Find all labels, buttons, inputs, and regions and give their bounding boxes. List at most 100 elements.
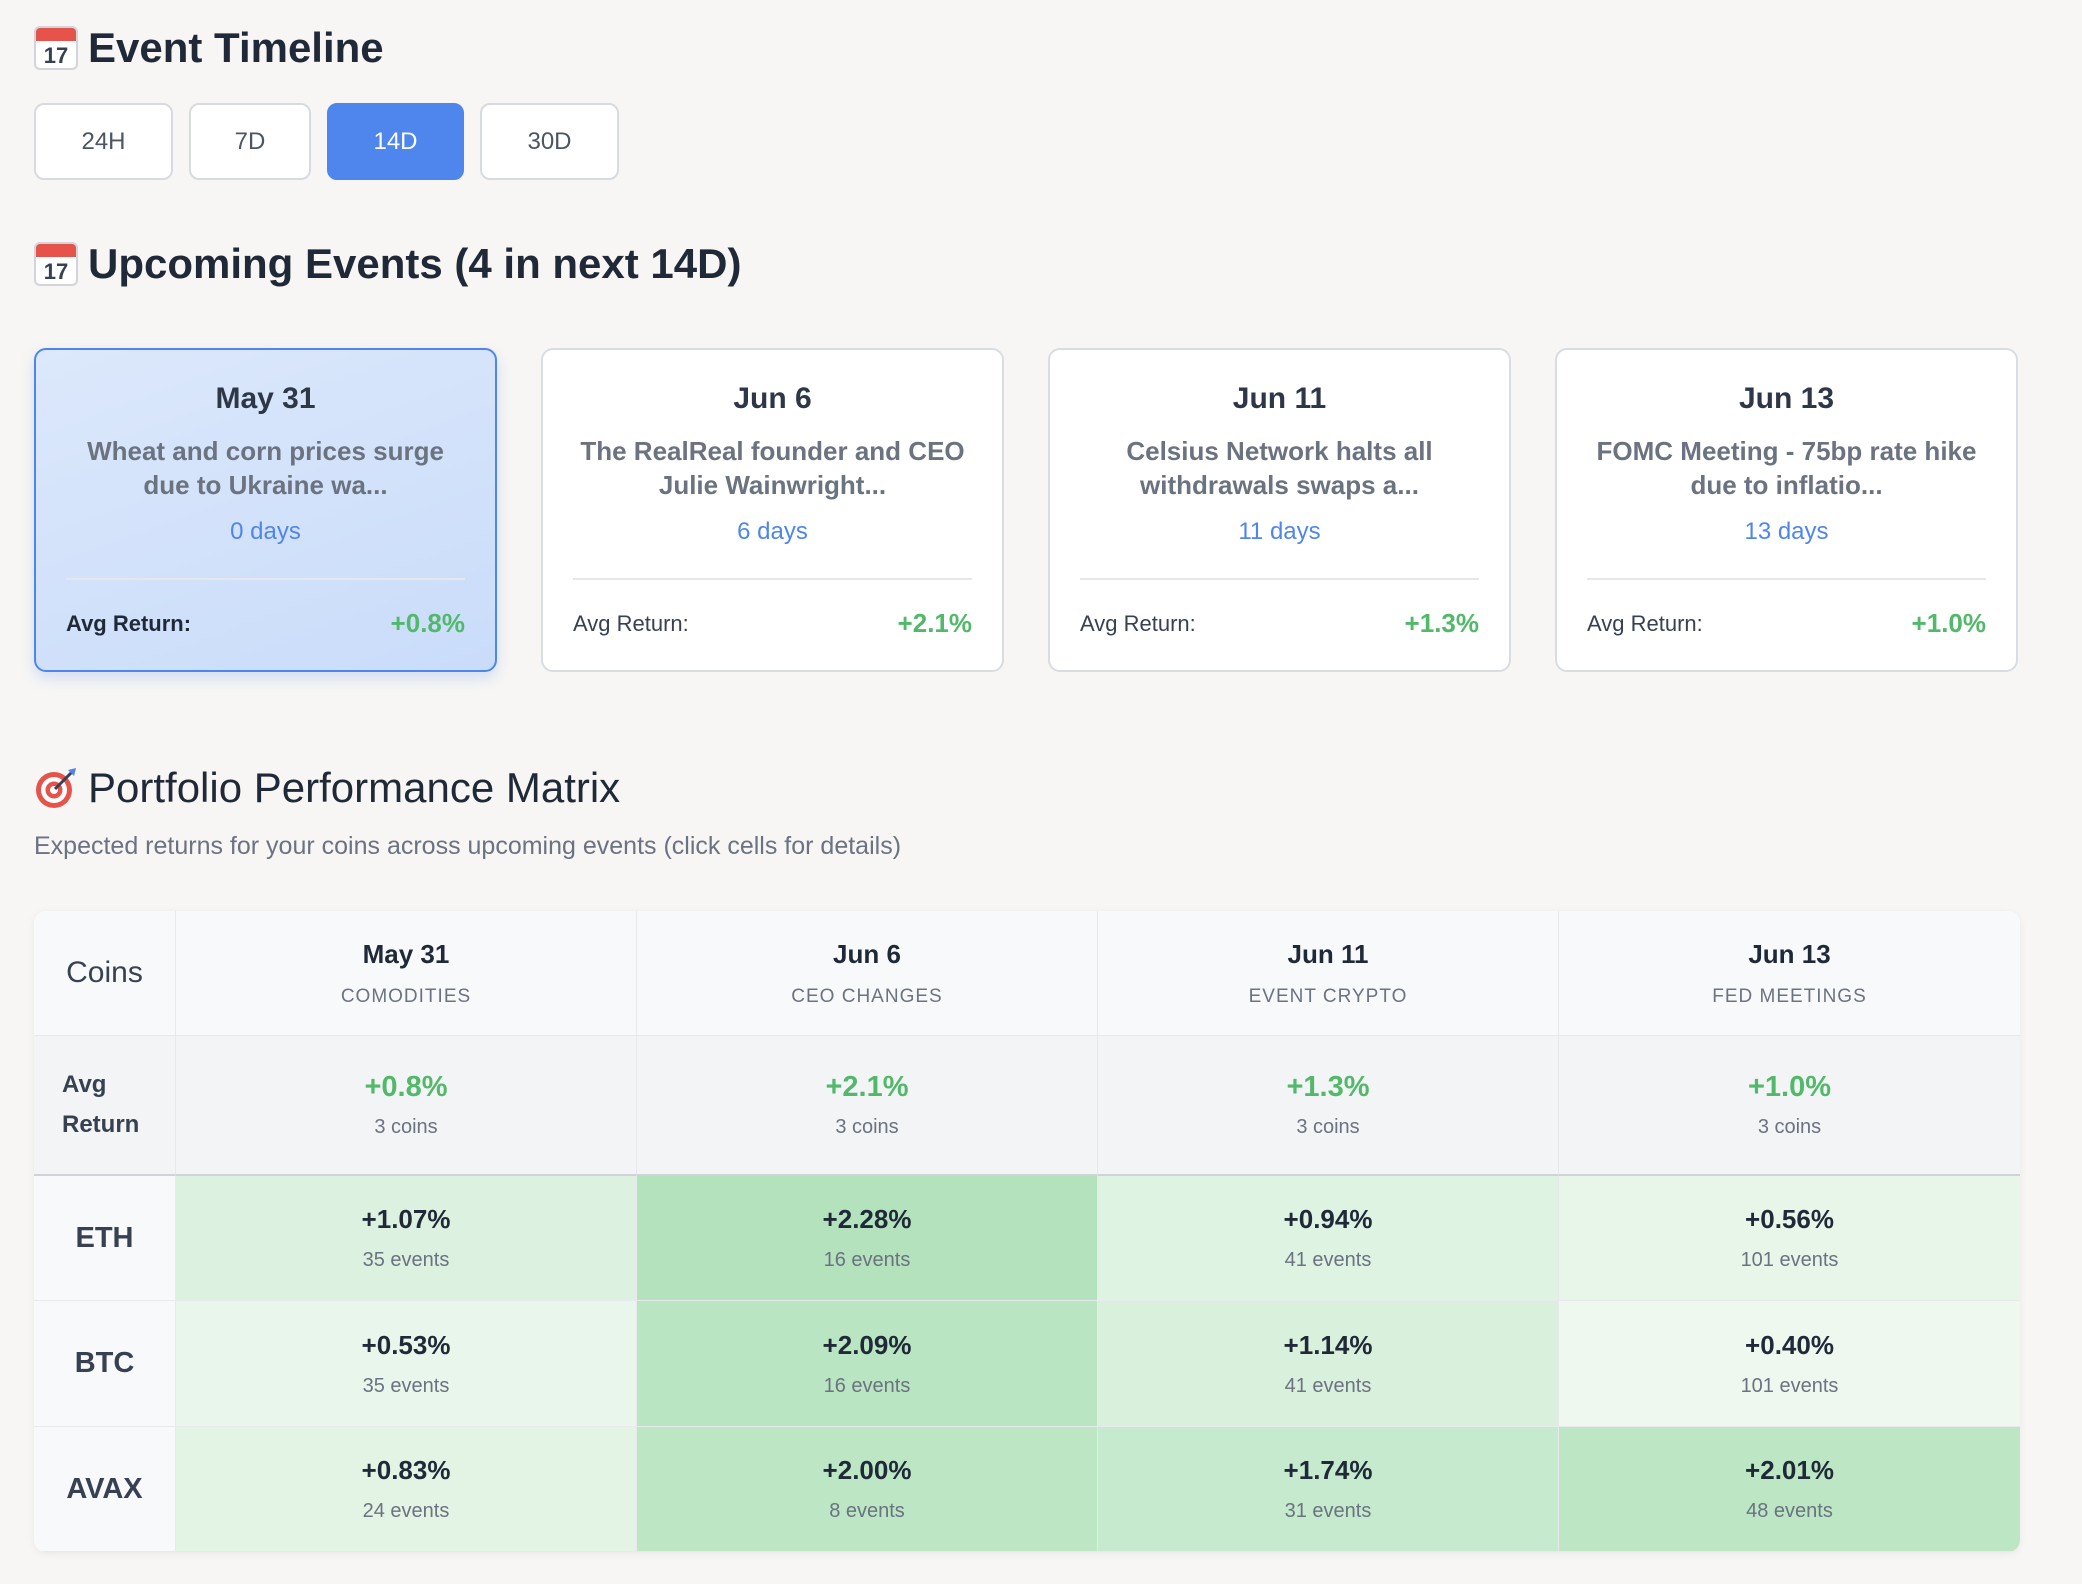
event-date: Jun 6 [733,382,812,415]
column-header: Jun 11 EVENT CRYPTO [1098,911,1559,1036]
avg-return-label: Avg Return: [573,610,689,636]
performance-cell[interactable]: +2.00% 8 events [637,1427,1098,1552]
avg-return-label: Avg Return: [66,610,192,636]
divider [66,578,465,580]
coin-label-eth: ETH [34,1176,176,1301]
period-tabs: 24H 7D 14D 30D [34,103,619,180]
matrix-title: Portfolio Performance Matrix [88,764,621,811]
tab-label: 14D [373,127,418,155]
column-category: COMODITIES [340,985,472,1007]
avg-return-value: +0.8% [390,608,465,638]
event-count: 31 events [1284,1500,1372,1522]
event-card[interactable]: Jun 6 The RealReal founder and CEO Julie… [541,348,1004,672]
return-value: +2.28% [822,1204,912,1234]
calendar-icon: 17 [34,26,78,70]
coin-count: 3 coins [1757,1116,1822,1138]
avg-return-row-label: Avg Return [34,1036,176,1176]
avg-return-cell: +0.8% 3 coins [176,1036,637,1176]
avg-return-cell: +2.1% 3 coins [637,1036,1098,1176]
event-count: 35 events [362,1374,450,1397]
coin-count: 3 coins [835,1116,899,1138]
performance-cell[interactable]: +0.56% 101 events [1559,1176,2020,1301]
avg-return-value: +2.1% [897,608,972,638]
return-value: +0.56% [1745,1204,1834,1234]
avg-label-line1: Avg [62,1071,107,1098]
return-value: +1.07% [361,1204,451,1234]
event-date: Jun 11 [1232,382,1327,415]
event-count: 8 events [829,1500,905,1522]
avg-return-cell: +1.0% 3 coins [1559,1036,2020,1176]
upcoming-title: Upcoming Events (4 in next 14D) [88,240,742,287]
tab-label: 24H [81,127,126,155]
avg-return-value: +0.8% [364,1071,448,1103]
avg-return-value: +1.3% [1404,608,1479,638]
performance-cell[interactable]: +0.83% 24 events [176,1427,637,1552]
performance-cell[interactable]: +0.94% 41 events [1098,1176,1559,1301]
performance-cell[interactable]: +1.74% 31 events [1098,1427,1559,1552]
column-header: Jun 6 CEO CHANGES [637,911,1098,1036]
return-value: +0.83% [361,1455,451,1485]
avg-return-cell: +1.3% 3 coins [1098,1036,1559,1176]
return-value: +1.14% [1283,1329,1373,1360]
return-value: +1.74% [1283,1455,1373,1485]
event-date: Jun 13 [1738,382,1835,415]
coin-label-avax: AVAX [34,1427,176,1552]
divider [1587,578,1986,580]
tab-24h[interactable]: 24H [34,103,173,180]
event-days: 13 days [1744,518,1829,545]
event-cards: May 31 Wheat and corn prices surge due t… [34,348,2018,672]
event-description: Wheat and corn prices surge due to Ukrai… [87,436,444,500]
column-date: Jun 11 [1287,938,1369,969]
matrix-heading: Portfolio Performance Matrix [34,764,620,812]
event-days: 11 days [1238,518,1321,545]
event-return-row: Avg Return: +1.3% [1080,608,1479,639]
coins-header: Coins [34,911,176,1036]
column-category: FED MEETINGS [1712,985,1867,1007]
event-card[interactable]: Jun 11 Celsius Network halts all withdra… [1048,348,1511,672]
tab-7d[interactable]: 7D [189,103,311,180]
tab-14d[interactable]: 14D [327,103,464,180]
event-count: 101 events [1740,1249,1839,1271]
column-category: CEO CHANGES [791,985,943,1007]
tab-30d[interactable]: 30D [480,103,619,180]
matrix-subtitle: Expected returns for your coins across u… [34,832,902,860]
return-value: +2.01% [1745,1455,1834,1485]
column-date: May 31 [362,938,450,969]
avg-return-label: Avg Return: [1587,610,1703,636]
return-value: +2.09% [822,1329,912,1360]
event-count: 101 events [1740,1374,1839,1397]
event-card[interactable]: May 31 Wheat and corn prices surge due t… [34,348,497,672]
avg-return-label: Avg Return: [1080,610,1196,636]
performance-cell[interactable]: +2.01% 48 events [1559,1427,2020,1552]
tab-label: 7D [234,127,266,155]
calendar-icon: 17 [34,242,78,286]
event-return-row: Avg Return: +2.1% [573,608,972,639]
performance-cell[interactable]: +0.40% 101 events [1559,1301,2020,1427]
return-value: +2.00% [822,1455,912,1485]
coin-count: 3 coins [1296,1116,1360,1138]
performance-cell[interactable]: +1.07% 35 events [176,1176,637,1301]
event-count: 16 events [823,1249,911,1271]
event-card[interactable]: Jun 13 FOMC Meeting - 75bp rate hike due… [1555,348,2018,672]
performance-cell[interactable]: +2.28% 16 events [637,1176,1098,1301]
performance-cell[interactable]: +0.53% 35 events [176,1301,637,1427]
event-date: May 31 [215,382,316,415]
coin-count: 3 coins [374,1116,438,1138]
avg-return-value: +1.0% [1911,608,1986,638]
return-value: +0.40% [1745,1329,1834,1360]
return-value: +0.94% [1283,1204,1373,1234]
performance-cell[interactable]: +1.14% 41 events [1098,1301,1559,1427]
tab-label: 30D [527,127,572,155]
performance-cell[interactable]: +2.09% 16 events [637,1301,1098,1427]
avg-return-value: +2.1% [825,1071,909,1103]
event-description: Celsius Network halts all withdrawals sw… [1126,436,1433,500]
target-icon [34,766,78,810]
column-date: Jun 13 [1748,938,1831,969]
event-description: FOMC Meeting - 75bp rate hike due to inf… [1596,436,1977,500]
event-count: 16 events [823,1374,911,1397]
event-count: 24 events [362,1500,450,1522]
event-count: 41 events [1284,1249,1372,1271]
return-value: +0.53% [361,1329,451,1360]
divider [573,578,972,580]
